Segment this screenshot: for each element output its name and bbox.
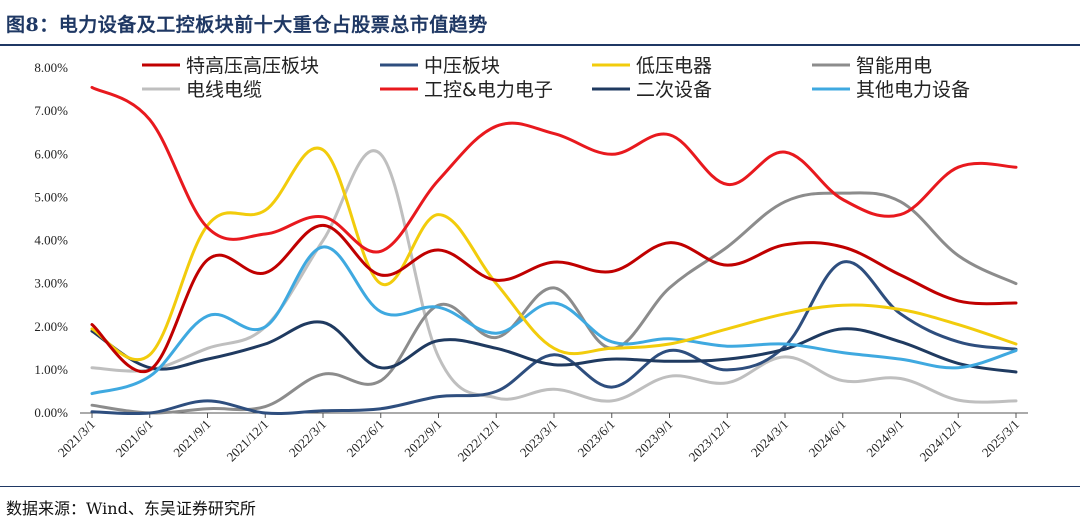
y-tick-label: 2.00%	[34, 319, 68, 334]
x-tick-label: 2022/6/1	[344, 417, 387, 460]
series-lines	[90, 85, 1018, 416]
x-tick-label: 2024/12/1	[916, 417, 964, 465]
y-tick-label: 3.00%	[34, 276, 68, 291]
legend-label: 低压电器	[636, 55, 712, 77]
y-tick-label: 5.00%	[34, 189, 68, 204]
series-line-3	[90, 146, 1018, 362]
series-line-6	[90, 85, 1018, 254]
y-tick-label: 7.00%	[34, 103, 68, 118]
x-tick-label: 2024/6/1	[806, 417, 849, 460]
x-tick-label: 2021/3/1	[55, 417, 98, 460]
legend-label: 特高压高压板块	[186, 55, 319, 77]
x-tick-label: 2024/9/1	[863, 417, 906, 460]
figure-title: 图8：电力设备及工控板块前十大重仓占股票总市值趋势	[6, 14, 488, 36]
y-tick-label: 4.00%	[34, 233, 68, 248]
line-chart: 0.00% 1.00% 2.00% 3.00% 4.00% 5.00% 6.00% 7.00%…	[34, 55, 1028, 465]
legend-label: 工控&电力电子	[424, 79, 553, 101]
y-tick-label: 6.00%	[34, 146, 68, 161]
x-tick-label: 2022/9/1	[401, 417, 444, 460]
title-rule	[0, 44, 1080, 46]
x-tick-label: 2023/12/1	[685, 417, 733, 465]
y-tick-label: 8.00%	[34, 60, 68, 75]
x-tick-label: 2023/6/1	[575, 417, 618, 460]
series-line-7	[90, 320, 1018, 374]
x-tick-label: 2024/3/1	[748, 417, 791, 460]
y-tick-label: 1.00%	[34, 362, 68, 377]
legend-label: 二次设备	[636, 79, 712, 101]
legend-label: 电线电缆	[186, 79, 262, 101]
x-tick-label: 2021/6/1	[113, 417, 156, 460]
x-tick-label: 2022/3/1	[286, 417, 329, 460]
x-tick-label: 2023/3/1	[517, 417, 560, 460]
series-line-1	[90, 223, 1018, 374]
x-tick-label: 2023/9/1	[632, 417, 675, 460]
legend-label: 其他电力设备	[856, 79, 970, 101]
legend-label: 智能用电	[856, 55, 932, 77]
source-note: 数据来源：Wind、东吴证券研究所	[6, 499, 256, 518]
series-line-8	[90, 245, 1018, 396]
x-tick-label: 2022/12/1	[454, 417, 502, 465]
series-line-4	[90, 191, 1018, 415]
series-line-2	[90, 260, 1018, 416]
x-tick-label: 2025/3/1	[979, 417, 1022, 460]
legend-label: 中压板块	[424, 55, 500, 77]
x-tick-label: 2021/9/1	[170, 417, 213, 460]
bottom-rule	[0, 486, 1080, 487]
x-tick-label: 2021/12/1	[223, 417, 271, 465]
y-tick-label: 0.00%	[34, 405, 68, 420]
